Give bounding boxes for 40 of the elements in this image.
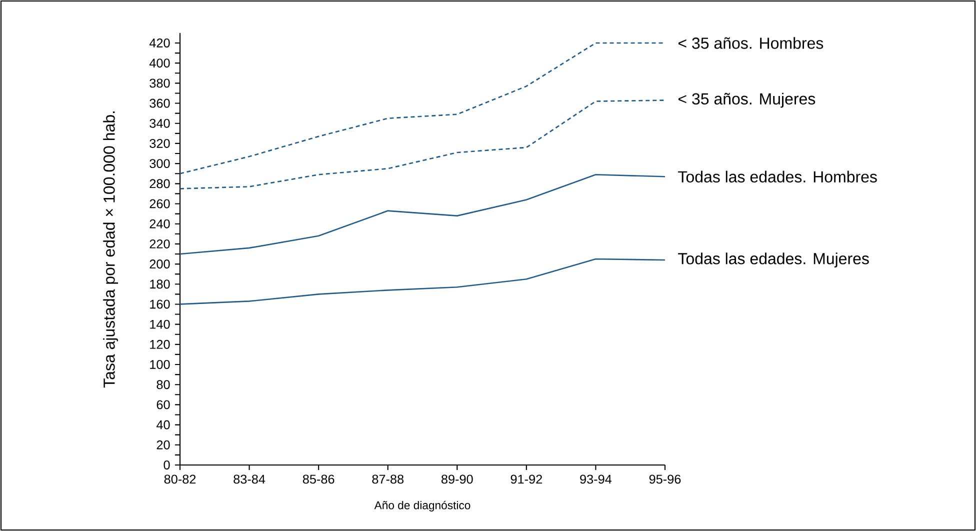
y-tick-label: 380 [150, 78, 170, 88]
y-tick-label: 420 [149, 38, 170, 48]
line-series [179, 42, 666, 174]
y-tick-label: 120 [150, 340, 170, 349]
line-series [179, 258, 666, 305]
series-label: Todas las edades. Hombres [678, 170, 877, 182]
y-tick-label: 360 [150, 98, 170, 108]
y-tick-label: 300 [150, 159, 170, 168]
y-tick-label: 140 [150, 320, 170, 329]
x-tick-label: 95-96 [649, 474, 681, 484]
y-tick-label: 280 [150, 179, 170, 188]
y-tick-label: 240 [150, 219, 170, 228]
y-tick-label: 180 [150, 280, 170, 289]
y-tick-label: 20 [156, 440, 170, 450]
y-tick-label: 60 [156, 400, 170, 410]
x-tick-label: 93-94 [580, 474, 612, 484]
series-label: Todas las edades. Mujeres [678, 252, 869, 268]
x-tick-label: 89-90 [441, 474, 473, 484]
line-series [179, 100, 666, 190]
y-tick-label: 220 [150, 239, 170, 248]
x-tick-label: 91-92 [510, 474, 542, 484]
y-tick-label: 0 [164, 460, 170, 470]
y-tick-label: 100 [150, 360, 170, 369]
x-tick-label: 87-88 [372, 474, 404, 484]
y-tick-label: 160 [150, 300, 170, 309]
y-tick-label: 200 [150, 260, 170, 269]
series-label: < 35 años. Hombres [678, 37, 824, 49]
series-label: < 35 años. Mujeres [678, 92, 816, 108]
y-tick-label: 320 [150, 138, 170, 148]
x-tick-label: 83-84 [234, 474, 266, 484]
y-axis-title: Tasa ajustada por edad × 100.000 hab. [103, 111, 118, 388]
x-axis-title: Año de diagnóstico [374, 500, 470, 512]
line-series [179, 174, 666, 255]
y-tick-label: 80 [156, 380, 170, 390]
x-tick-label: 80-82 [164, 474, 196, 484]
y-tick-label: 40 [156, 420, 170, 430]
y-tick-label: 400 [149, 58, 170, 68]
y-tick-label: 340 [150, 118, 170, 128]
y-tick-label: 260 [150, 199, 170, 208]
x-tick-label: 85-86 [302, 474, 334, 484]
